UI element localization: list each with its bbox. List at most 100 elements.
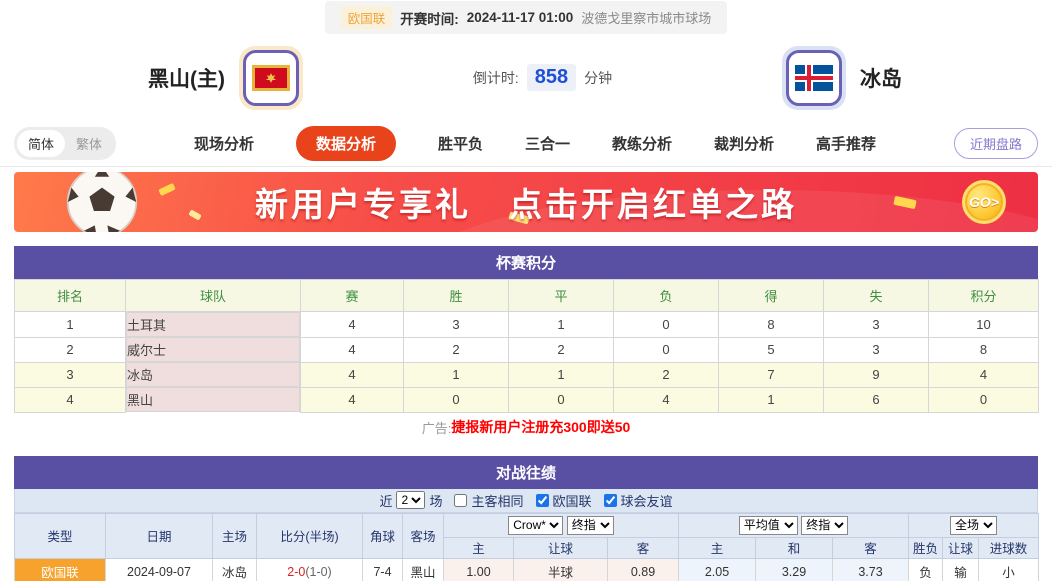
- col-home: 主场: [212, 512, 257, 559]
- rank: 1: [14, 311, 126, 338]
- points: 4: [928, 361, 1039, 388]
- countdown-value: 858: [526, 64, 577, 91]
- scope-select[interactable]: 全场: [950, 515, 998, 535]
- near-label: 近: [379, 493, 393, 509]
- h2h-sub-header-row: 主 让球 客 主 和 客 胜负 让球 进球数: [15, 536, 1040, 559]
- col-result: 胜负: [908, 536, 944, 559]
- friendly-filter-label: 球会友谊: [620, 493, 673, 509]
- h2h-group-header-row: 类型 日期 主场 比分(半场) 角球 客场 Crow* 终指 平均值 终指 全场: [14, 512, 1040, 559]
- table-row-highlighted: 3 冰岛 4 1 1 2 7 9 4: [14, 361, 1039, 388]
- venue: 波德戈里察市城市球场: [581, 11, 712, 26]
- lost: 4: [613, 386, 719, 413]
- tab-three-in-one[interactable]: 三合一: [525, 135, 571, 153]
- goals-for: 7: [718, 361, 824, 388]
- same-venue-checkbox[interactable]: [454, 493, 468, 507]
- avg-away-cell: 3.73: [832, 557, 910, 581]
- soccer-ball-icon: [66, 172, 138, 232]
- friendly-filter-checkbox[interactable]: [603, 493, 617, 507]
- home-team: 黑山(主): [148, 45, 303, 110]
- average-select[interactable]: 平均值: [738, 515, 798, 535]
- lost: 0: [613, 311, 719, 338]
- standings-section: 杯赛积分 排名 球队 赛 胜 平 负 得 失 积分 1 土耳其 4 3 1 0 …: [14, 246, 1039, 413]
- bookmaker-select[interactable]: Crow*: [508, 515, 564, 535]
- drawn: 2: [508, 336, 614, 363]
- main-nav: 简体 繁体 现场分析 数据分析 胜平负 三合一 教练分析 裁判分析 高手推荐 近…: [0, 120, 1052, 167]
- league-filter-checkbox[interactable]: [535, 493, 549, 507]
- tab-referee-analysis[interactable]: 裁判分析: [714, 135, 775, 153]
- countdown: 倒计时: 858 分钟: [303, 64, 782, 91]
- col-avg-away: 客: [832, 536, 910, 559]
- league-badge: 欧国联: [340, 6, 393, 29]
- avg-stage-select[interactable]: 终指: [801, 515, 849, 535]
- score-cell: 2-0(1-0): [256, 557, 363, 581]
- montenegro-eagle-icon: [265, 72, 277, 83]
- col-goals-result: 进球数: [978, 536, 1040, 559]
- tab-data-analysis[interactable]: 数据分析: [295, 125, 396, 161]
- matches-label: 场: [429, 493, 443, 509]
- go-button[interactable]: GO>: [962, 180, 1006, 224]
- league-filter-label: 欧国联: [552, 493, 592, 509]
- col-type: 类型: [14, 512, 106, 559]
- points: 8: [928, 336, 1039, 363]
- match-date: 2024-09-07: [105, 557, 213, 581]
- col-goals-against: 失: [823, 279, 929, 312]
- team-name: 土耳其: [126, 312, 300, 337]
- tab-win-draw-lose[interactable]: 胜平负: [437, 135, 483, 153]
- handicap-result-cell: 输: [942, 557, 980, 581]
- tab-live-analysis[interactable]: 现场分析: [193, 135, 254, 153]
- home-team-name: 黑山(主): [148, 67, 225, 91]
- promo-banner[interactable]: 新用户专享礼 点击开启红单之路 GO>: [14, 172, 1038, 232]
- match-count-select[interactable]: 2: [396, 491, 426, 509]
- goals-against: 3: [823, 336, 929, 363]
- odds-stage-select[interactable]: 终指: [566, 515, 614, 535]
- col-avg-draw: 和: [755, 536, 834, 559]
- match-info-pill: 欧国联 开赛时间: 2024-11-17 01:00 波德戈里察市城市球场: [324, 1, 728, 34]
- tab-coach-analysis[interactable]: 教练分析: [612, 135, 673, 153]
- standings-title: 杯赛积分: [14, 246, 1038, 279]
- played: 4: [300, 311, 404, 338]
- lang-traditional-button[interactable]: 繁体: [76, 136, 103, 152]
- tab-expert-tips[interactable]: 高手推荐: [816, 135, 877, 153]
- col-won: 胜: [403, 279, 509, 312]
- h2h-row: 欧国联 2024-09-07 冰岛 2-0(1-0) 7-4 黑山 1.00 半…: [14, 557, 1040, 581]
- home-team-cell: 冰岛: [212, 557, 257, 581]
- away-team-name: 冰岛: [860, 67, 902, 91]
- lang-simplified-button[interactable]: 简体: [17, 129, 66, 157]
- kickoff-label: 开赛时间:: [400, 11, 459, 27]
- goals-for: 5: [718, 336, 824, 363]
- banner-title-right: 点击开启红单之路: [509, 186, 797, 223]
- home-flag-box: [243, 49, 299, 106]
- goals-result-cell: 小: [978, 557, 1040, 581]
- countdown-unit: 分钟: [584, 69, 613, 86]
- confetti: [158, 182, 176, 197]
- h2h-filter-row: 近 2 场 主客相同 欧国联 球会友谊: [14, 488, 1038, 513]
- col-played: 赛: [300, 279, 404, 312]
- drawn: 1: [508, 361, 614, 388]
- countdown-label: 倒计时:: [472, 69, 519, 86]
- col-goals-for: 得: [718, 279, 824, 312]
- col-date: 日期: [105, 512, 213, 559]
- team-name: 黑山: [126, 387, 300, 412]
- drawn: 0: [508, 386, 614, 413]
- kickoff-time: 2024-11-17 01:00: [466, 10, 574, 25]
- ad-link[interactable]: 捷报新用户注册充300即送50: [451, 419, 631, 435]
- goals-for: 1: [718, 386, 824, 413]
- language-toggle: 简体 繁体: [14, 126, 117, 160]
- col-odds-away: 客: [606, 536, 680, 559]
- points: 10: [928, 311, 1039, 338]
- recent-odds-button[interactable]: 近期盘路: [953, 127, 1038, 159]
- table-row: 1 土耳其 4 3 1 0 8 3 10: [14, 311, 1039, 338]
- home-team-logo: [239, 45, 303, 110]
- banner-title-left: 新用户专享礼: [255, 186, 471, 223]
- points: 0: [928, 386, 1039, 413]
- same-venue-label: 主客相同: [471, 493, 524, 509]
- rank: 4: [14, 386, 126, 413]
- odds-home-cell: 1.00: [443, 557, 514, 581]
- col-handicap-result: 让球: [942, 536, 980, 559]
- standings-table: 排名 球队 赛 胜 平 负 得 失 积分 1 土耳其 4 3 1 0 8 3 1…: [14, 279, 1039, 413]
- col-avg-home: 主: [678, 536, 757, 559]
- ad-label: 广告:: [421, 420, 452, 436]
- table-row-highlighted: 4 黑山 4 0 0 4 1 6 0: [14, 386, 1039, 413]
- match-type-badge: 欧国联: [14, 557, 106, 581]
- halftime-score: (1-0): [305, 564, 332, 579]
